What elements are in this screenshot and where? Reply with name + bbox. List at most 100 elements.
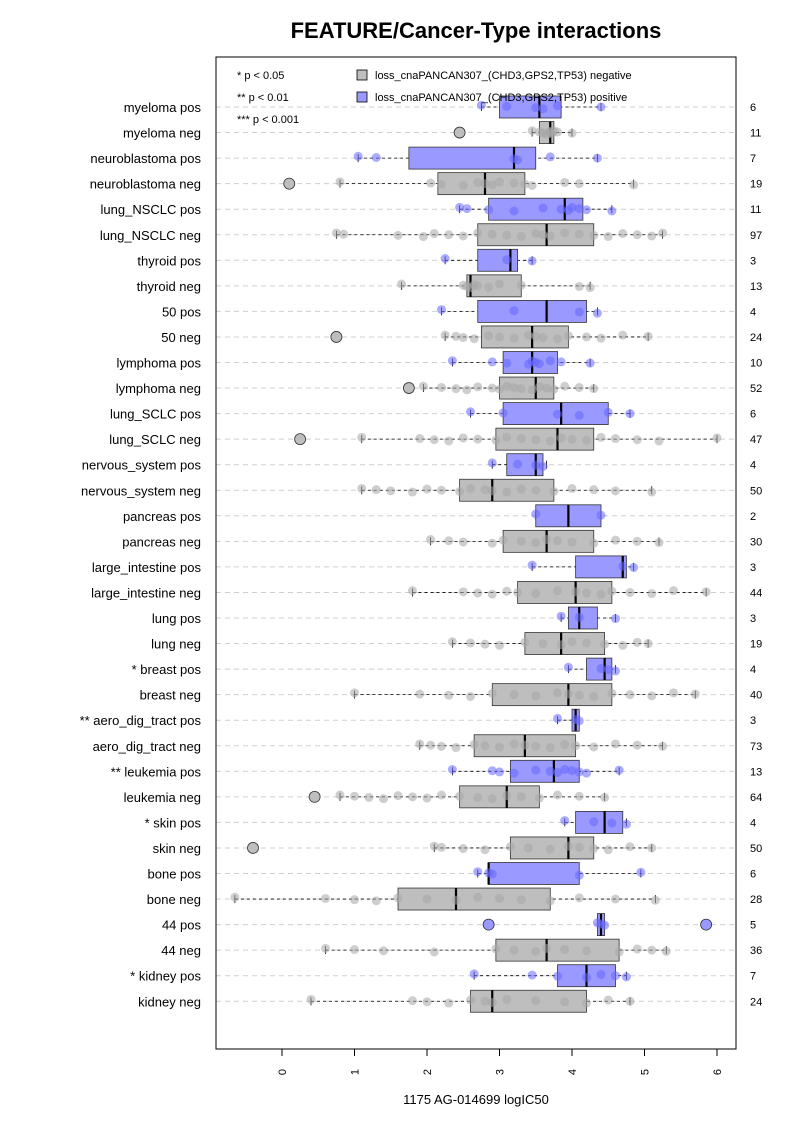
data-point xyxy=(527,126,537,136)
row-count: 10 xyxy=(750,358,762,370)
row-label: bone neg xyxy=(147,892,201,907)
data-point xyxy=(462,204,472,214)
data-point xyxy=(538,104,548,114)
data-point xyxy=(654,538,664,548)
row-label: large_intestine neg xyxy=(91,585,201,600)
data-point xyxy=(596,333,606,343)
data-point xyxy=(582,638,591,648)
row-label: large_intestine pos xyxy=(92,560,202,575)
x-tick-label: 0 xyxy=(277,1069,289,1075)
data-point xyxy=(520,740,530,750)
row-count: 11 xyxy=(750,128,761,140)
data-point xyxy=(600,639,610,649)
data-point xyxy=(567,766,577,776)
data-point xyxy=(447,637,457,647)
data-point xyxy=(426,740,436,750)
row-label: lung pos xyxy=(152,611,202,626)
data-point xyxy=(545,152,555,162)
data-point xyxy=(669,688,678,698)
data-point xyxy=(632,435,642,445)
row-count: 19 xyxy=(750,639,762,651)
data-point xyxy=(487,180,497,190)
data-point xyxy=(596,664,606,673)
data-point xyxy=(534,359,544,369)
row-count: 4 xyxy=(750,460,756,472)
row-count: 4 xyxy=(750,306,756,318)
data-point xyxy=(560,177,570,187)
data-point xyxy=(632,230,642,240)
data-point xyxy=(582,332,591,342)
data-point xyxy=(498,535,508,545)
data-point xyxy=(469,969,479,979)
row-label: bone pos xyxy=(148,867,202,882)
data-point xyxy=(582,205,591,215)
data-point xyxy=(473,867,483,877)
outlier-point xyxy=(700,918,713,931)
legend: * p < 0.05 ** p < 0.01 *** p < 0.001 los… xyxy=(237,69,632,126)
x-tick-label: 4 xyxy=(567,1069,579,1075)
data-point xyxy=(527,256,537,266)
data-point xyxy=(371,153,381,162)
data-point xyxy=(632,740,642,750)
data-point xyxy=(473,382,483,392)
data-point xyxy=(585,358,595,368)
outlier-point xyxy=(402,382,415,394)
row-label: lymphoma pos xyxy=(116,356,201,371)
data-point xyxy=(531,946,541,956)
row-count: 2 xyxy=(750,511,756,523)
data-point xyxy=(650,895,660,905)
data-point xyxy=(335,790,345,800)
row-count: 11 xyxy=(750,204,761,216)
legend-swatch-negative xyxy=(356,69,368,81)
data-point xyxy=(647,589,657,599)
data-point xyxy=(513,155,523,165)
data-point xyxy=(531,589,541,599)
sig-legend-1: * p < 0.05 xyxy=(237,70,284,82)
data-point xyxy=(447,765,457,774)
data-point xyxy=(422,997,432,1007)
data-point xyxy=(560,945,570,955)
data-point xyxy=(582,973,591,982)
row-count: 3 xyxy=(750,715,756,727)
data-point xyxy=(466,995,475,1005)
data-point xyxy=(574,281,584,291)
data-point xyxy=(538,462,548,471)
row-label-layer: myeloma pos myeloma neg neuroblastoma pos n… xyxy=(80,100,202,1009)
data-point xyxy=(531,103,541,113)
data-point xyxy=(531,996,541,1006)
data-point xyxy=(495,279,504,289)
data-point xyxy=(422,484,432,494)
data-point xyxy=(574,204,584,214)
legend-label-positive: loss_cnaPANCAN307_(CHD3,GPS2,TP53) posit… xyxy=(375,92,627,104)
data-point xyxy=(437,842,446,852)
data-point xyxy=(397,279,407,289)
row-label: kidney neg xyxy=(138,994,201,1009)
data-point xyxy=(582,946,591,956)
data-point xyxy=(654,436,664,446)
row-label: lung_SCLC neg xyxy=(109,432,201,447)
data-point xyxy=(487,458,497,468)
row-label: nervous_system neg xyxy=(81,483,201,498)
data-point xyxy=(553,127,562,137)
data-point xyxy=(426,535,436,545)
data-point xyxy=(451,384,461,394)
data-point xyxy=(444,536,454,546)
data-point xyxy=(625,409,635,419)
row-label: nervous_system pos xyxy=(82,458,202,473)
point-layer xyxy=(230,100,722,1008)
data-point xyxy=(524,330,533,340)
data-point xyxy=(632,637,642,647)
data-point xyxy=(567,128,577,138)
data-point xyxy=(509,382,519,392)
data-point xyxy=(473,177,483,187)
row-count: 7 xyxy=(750,971,756,983)
data-point xyxy=(596,970,606,979)
data-point xyxy=(549,384,559,394)
row-count: 97 xyxy=(750,230,762,242)
row-count: 44 xyxy=(750,587,762,599)
data-point xyxy=(611,535,620,545)
data-point xyxy=(661,946,671,956)
data-point xyxy=(625,690,635,700)
data-point xyxy=(607,206,617,216)
x-tick-label: 1 xyxy=(350,1069,362,1075)
